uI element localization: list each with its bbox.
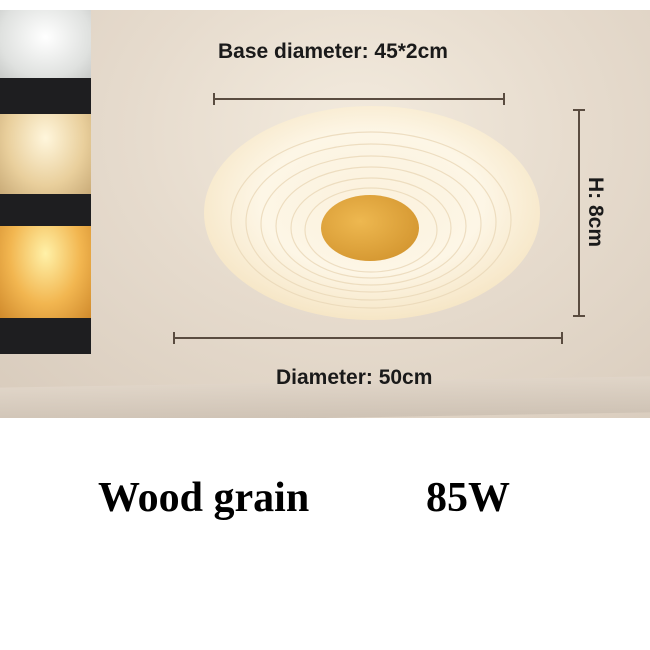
base-diameter-line	[214, 98, 504, 100]
ceiling-lamp	[204, 106, 540, 320]
dimension-tick	[573, 315, 585, 317]
dimension-tick	[561, 332, 563, 344]
light-swatch-cool	[0, 10, 91, 78]
swatch-divider	[0, 318, 91, 354]
power-caption: 85W	[426, 475, 510, 521]
dimension-tick	[503, 93, 505, 105]
product-photo: Base diameter: 45*2cm H: 8cm Diameter: 5…	[0, 10, 650, 418]
light-swatch-neutral	[0, 114, 91, 194]
swatch-divider	[0, 194, 91, 226]
wood-center-cap	[321, 195, 419, 261]
light-swatch-warm	[0, 226, 91, 318]
dimension-tick	[213, 93, 215, 105]
dimension-tick	[173, 332, 175, 344]
diameter-line	[174, 337, 562, 339]
dimension-tick	[573, 109, 585, 111]
height-label: H: 8cm	[584, 176, 608, 248]
finish-caption: Wood grain	[98, 475, 310, 521]
height-line	[578, 110, 580, 316]
base-diameter-label: Base diameter: 45*2cm	[218, 40, 448, 63]
swatch-divider	[0, 78, 91, 114]
diameter-label: Diameter: 50cm	[276, 366, 433, 389]
